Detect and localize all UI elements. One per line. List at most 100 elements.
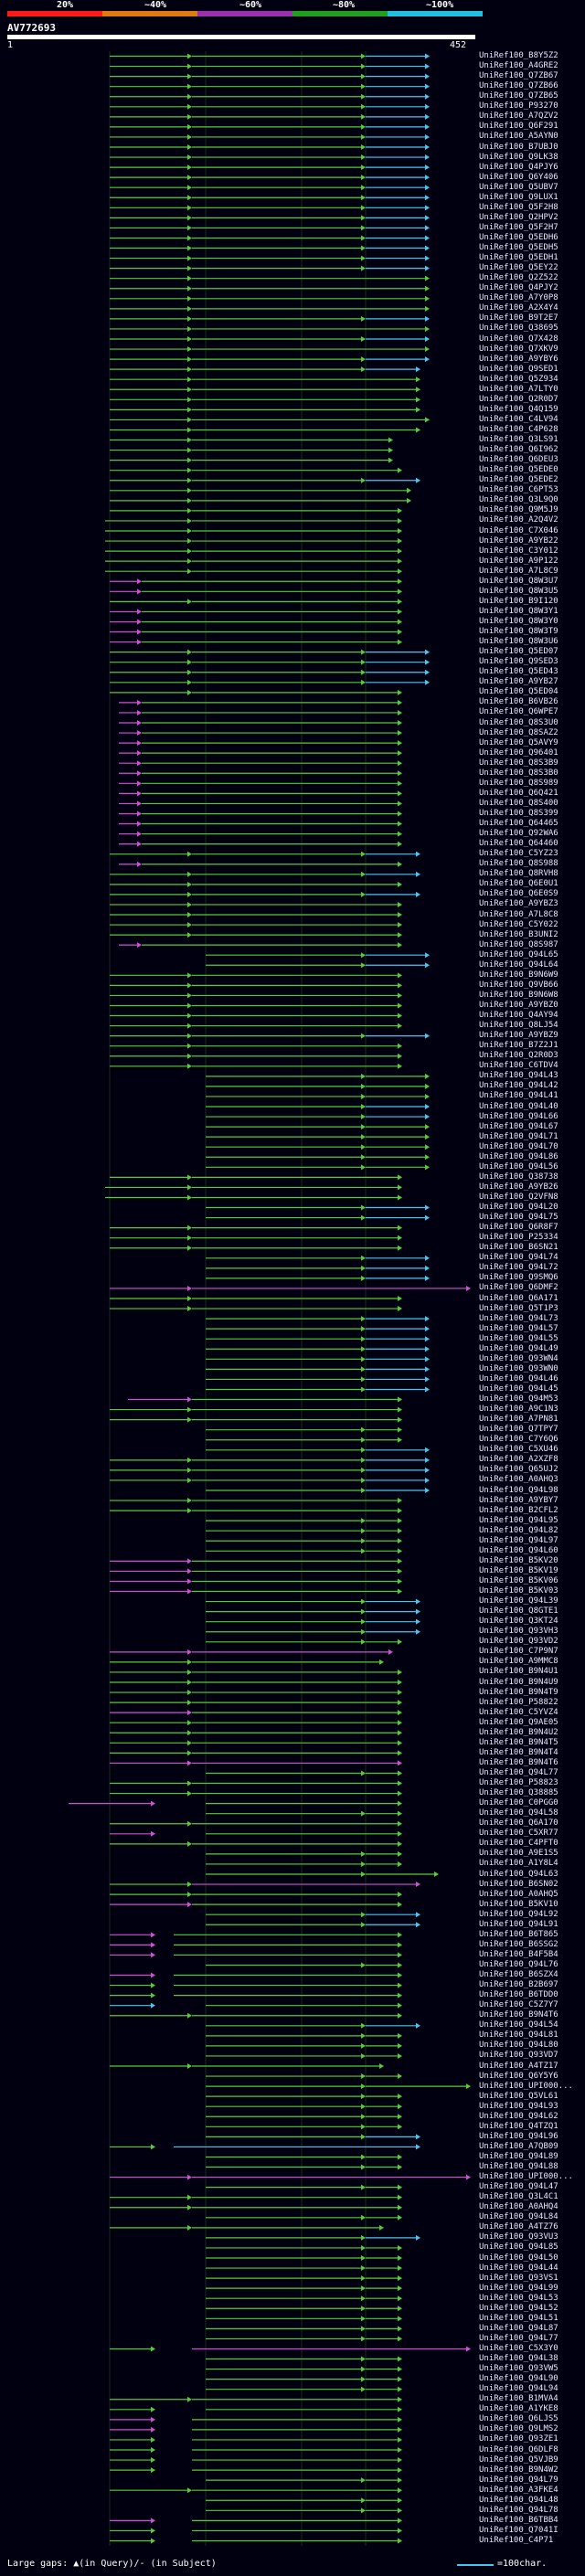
hit-label[interactable]: UniRef100_C7X046 [479,525,558,535]
hit-label[interactable]: UniRef100_Q94L40 [479,1101,558,1111]
hit-label[interactable]: UniRef100_Q5EY22 [479,263,558,273]
hit-label[interactable]: UniRef100_Q7XKV9 [479,344,558,354]
hit-label[interactable]: UniRef100_Q7041I [479,2525,558,2535]
hit-label[interactable]: UniRef100_B6TBB4 [479,2515,558,2525]
hit-label[interactable]: UniRef100_Q94L73 [479,1313,558,1323]
hit-label[interactable]: UniRef100_Q94L45 [479,1383,558,1394]
hit-label[interactable]: UniRef100_B9N4U9 [479,1677,558,1687]
hit-label[interactable]: UniRef100_A9YBZ3 [479,899,558,909]
hit-label[interactable]: UniRef100_Q93VD7 [479,2051,558,2061]
hit-label[interactable]: UniRef100_Q94L78 [479,2505,558,2515]
hit-label[interactable]: UniRef100_Q94L60 [479,1545,558,1555]
hit-label[interactable]: UniRef100_Q6DLF8 [479,2444,558,2454]
hit-label[interactable]: UniRef100_Q94L72 [479,1263,558,1273]
hit-label[interactable]: UniRef100_Q4TZQ1 [479,2121,558,2131]
hit-label[interactable]: UniRef100_Q6LJS5 [479,2414,558,2424]
hit-label[interactable]: UniRef100_Q5EDH1 [479,253,558,263]
hit-label[interactable]: UniRef100_Q38738 [479,1171,558,1182]
hit-label[interactable]: UniRef100_Q6WPE7 [479,707,558,717]
hit-label[interactable]: UniRef100_Q8S989 [479,778,558,788]
hit-label[interactable]: UniRef100_Q8S399 [479,808,558,818]
hit-label[interactable]: UniRef100_B9N4T6 [479,1757,558,1767]
hit-label[interactable]: UniRef100_A2Q4V2 [479,515,558,525]
hit-label[interactable]: UniRef100_Q94L38 [479,2354,558,2364]
hit-label[interactable]: UniRef100_Q94L63 [479,1869,558,1879]
hit-label[interactable]: UniRef100_A7L8C9 [479,566,558,576]
hit-label[interactable]: UniRef100_Q9LMS2 [479,2424,558,2434]
hit-label[interactable]: UniRef100_Q93VD2 [479,1637,558,1647]
hit-label[interactable]: UniRef100_C7Y6Q6 [479,1435,558,1445]
hit-label[interactable]: UniRef100_Q6F291 [479,122,558,132]
hit-label[interactable]: UniRef100_Q96401 [479,747,558,758]
hit-label[interactable]: UniRef100_Q5EDE2 [479,475,558,485]
hit-label[interactable]: UniRef100_P58823 [479,1778,558,1788]
hit-label[interactable]: UniRef100_Q6DEU3 [479,455,558,465]
hit-label[interactable]: UniRef100_Q94L82 [479,1525,558,1535]
hit-label[interactable]: UniRef100_Q5ED43 [479,667,558,677]
hit-label[interactable]: UniRef100_Q2R0D3 [479,1051,558,1061]
hit-label[interactable]: UniRef100_Q3LS91 [479,435,558,445]
hit-label[interactable]: UniRef100_Q4Q159 [479,404,558,414]
hit-label[interactable]: UniRef100_Q2VFN8 [479,1192,558,1202]
hit-label[interactable]: UniRef100_Q94L48 [479,2495,558,2505]
hit-label[interactable]: UniRef100_Q8W3U6 [479,637,558,647]
hit-label[interactable]: UniRef100_A3FKE4 [479,2485,558,2495]
hit-label[interactable]: UniRef100_Q5VL61 [479,2091,558,2101]
hit-label[interactable]: UniRef100_Q94L80 [479,2041,558,2051]
hit-label[interactable]: UniRef100_C4LV94 [479,414,558,424]
hit-label[interactable]: UniRef100_C0PGG0 [479,1798,558,1808]
hit-label[interactable]: UniRef100_A4TZ17 [479,2061,558,2071]
hit-label[interactable]: UniRef100_Q94L85 [479,2242,558,2253]
hit-label[interactable]: UniRef100_A4GRE2 [479,61,558,71]
hit-label[interactable]: UniRef100_B6SN02 [479,1879,558,1889]
hit-label[interactable]: UniRef100_Q94L51 [479,2313,558,2323]
hit-label[interactable]: UniRef100_Q2Z522 [479,273,558,283]
hit-label[interactable]: UniRef100_Q7ZB67 [479,71,558,81]
hit-label[interactable]: UniRef100_Q94L58 [479,1808,558,1818]
hit-label[interactable]: UniRef100_Q94L76 [479,1959,558,1969]
hit-label[interactable]: UniRef100_C7P9N7 [479,1647,558,1657]
hit-label[interactable]: UniRef100_Q94L49 [479,1343,558,1353]
hit-label[interactable]: UniRef100_Q94L50 [479,2253,558,2263]
hit-label[interactable]: UniRef100_Q4PJY2 [479,283,558,293]
hit-label[interactable]: UniRef100_B4F5B4 [479,1949,558,1959]
hit-label[interactable]: UniRef100_Q5EDE0 [479,465,558,475]
hit-label[interactable]: UniRef100_Q3KT24 [479,1617,558,1627]
hit-label[interactable]: UniRef100_C4P628 [479,424,558,434]
hit-label[interactable]: UniRef100_B2CFL2 [479,1505,558,1515]
hit-label[interactable]: UniRef100_C5XU46 [479,1445,558,1455]
hit-label[interactable]: UniRef100_B7Z2J1 [479,1041,558,1051]
hit-label[interactable]: UniRef100_Q94M53 [479,1394,558,1405]
hit-label[interactable]: UniRef100_A4TZ76 [479,2222,558,2232]
hit-label[interactable]: UniRef100_Q94L92 [479,1909,558,1919]
hit-label[interactable]: UniRef100_Q94L74 [479,1253,558,1263]
hit-label[interactable]: UniRef100_Q6A171 [479,1293,558,1303]
hit-label[interactable]: UniRef100_A0AHQ3 [479,1475,558,1485]
hit-label[interactable]: UniRef100_Q94L89 [479,2151,558,2161]
hit-label[interactable]: UniRef100_Q5T1P3 [479,1303,558,1313]
hit-label[interactable]: UniRef100_Q3L4C1 [479,2192,558,2202]
hit-label[interactable]: UniRef100_Q94L70 [479,1141,558,1151]
hit-label[interactable]: UniRef100_A9YBZ0 [479,1000,558,1010]
hit-label[interactable]: UniRef100_C3Y012 [479,546,558,556]
hit-label[interactable]: UniRef100_A7QZV2 [479,111,558,122]
hit-label[interactable]: UniRef100_Q5ED04 [479,687,558,697]
hit-label[interactable]: UniRef100_Q65UJ2 [479,1465,558,1475]
hit-label[interactable]: UniRef100_Q5UBV7 [479,182,558,192]
hit-label[interactable]: UniRef100_A7Y0P8 [479,293,558,303]
hit-label[interactable]: UniRef100_Q94L95 [479,1515,558,1525]
hit-label[interactable]: UniRef100_B5KV10 [479,1899,558,1909]
hit-label[interactable]: UniRef100_Q9SED3 [479,657,558,667]
hit-label[interactable]: UniRef100_A0AHQ4 [479,2202,558,2212]
hit-label[interactable]: UniRef100_A9MMC8 [479,1657,558,1667]
hit-label[interactable]: UniRef100_Q8W3Y1 [479,606,558,616]
hit-label[interactable]: UniRef100_A5AYN0 [479,132,558,142]
hit-label[interactable]: UniRef100_Q8LJ54 [479,1021,558,1031]
hit-label[interactable]: UniRef100_C5Z7Y7 [479,2000,558,2010]
hit-label[interactable]: UniRef100_A2X4Y4 [479,303,558,313]
hit-label[interactable]: UniRef100_Q94L57 [479,1323,558,1333]
hit-label[interactable]: UniRef100_Q6Q421 [479,788,558,798]
hit-label[interactable]: UniRef100_Q94L55 [479,1333,558,1343]
hit-label[interactable]: UniRef100_B5KV03 [479,1586,558,1596]
hit-label[interactable]: UniRef100_Q9VB66 [479,980,558,990]
